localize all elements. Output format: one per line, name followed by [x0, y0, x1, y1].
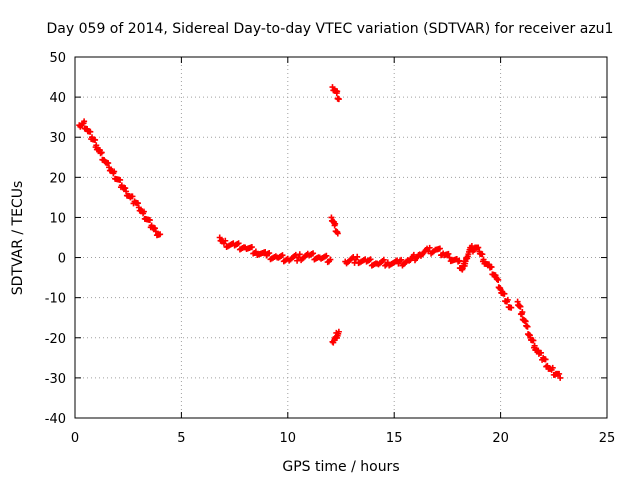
- y-tick-label: -10: [45, 292, 66, 307]
- data-point: [501, 290, 508, 297]
- data-point: [475, 244, 482, 251]
- data-point: [123, 188, 130, 195]
- data-point: [504, 296, 511, 303]
- data-point: [146, 217, 153, 224]
- data-point: [92, 136, 99, 143]
- data-point: [335, 95, 342, 102]
- x-tick-label: 25: [599, 431, 616, 446]
- data-point: [140, 208, 147, 215]
- data-point: [497, 285, 504, 292]
- data-point: [519, 309, 526, 316]
- x-tick-label: 10: [280, 431, 297, 446]
- data-point: [446, 254, 453, 261]
- data-point: [156, 231, 163, 238]
- grid: [75, 57, 607, 418]
- ticks: 0 5 10 15 20 25 50 40 30 20 10 0 -10 -20 -30 -40: [45, 51, 616, 446]
- data-point: [81, 118, 88, 125]
- y-tick-label: -20: [45, 332, 66, 347]
- data-point: [479, 251, 486, 258]
- y-tick-label: 40: [49, 91, 66, 106]
- data-point: [135, 204, 142, 211]
- data-point: [507, 304, 514, 311]
- data-point: [517, 303, 524, 310]
- y-tick-label: 30: [49, 131, 66, 146]
- data-point: [522, 318, 529, 325]
- data-point: [445, 250, 452, 257]
- x-tick-label: 15: [386, 431, 403, 446]
- data-point: [526, 332, 533, 339]
- data-point: [334, 88, 341, 95]
- data-point: [334, 229, 341, 236]
- data-point: [524, 323, 531, 330]
- data-point: [279, 252, 286, 259]
- data-point: [87, 128, 94, 135]
- data-point: [367, 256, 374, 263]
- data-point: [380, 256, 387, 263]
- data-point: [468, 243, 475, 250]
- data-point: [492, 272, 499, 279]
- data-point: [216, 234, 223, 241]
- series-track-2: [216, 234, 334, 266]
- data-point: [557, 374, 564, 381]
- data-point: [530, 337, 537, 344]
- data-point: [323, 252, 330, 259]
- y-tick-label: -30: [45, 372, 66, 387]
- data-point: [538, 349, 545, 356]
- data-point: [98, 149, 105, 156]
- data-point: [354, 253, 361, 260]
- data-point: [426, 244, 433, 251]
- data-point: [556, 370, 563, 377]
- x-tick-label: 0: [71, 431, 79, 446]
- y-tick-label: 20: [49, 171, 66, 186]
- data-point: [129, 193, 136, 200]
- y-tick-label: 0: [58, 252, 66, 267]
- x-tick-label: 5: [177, 431, 185, 446]
- data-point: [398, 256, 405, 263]
- y-tick-label: 50: [49, 51, 66, 66]
- y-axis-label: SDTVAR / TECUs: [10, 181, 26, 296]
- data-point: [248, 244, 255, 251]
- x-axis-label: GPS time / hours: [282, 459, 399, 475]
- series-track-6: [342, 243, 515, 311]
- plot-frame: [74, 56, 608, 419]
- series-track-3: [329, 84, 342, 103]
- data-point: [488, 264, 495, 271]
- data-point: [326, 258, 333, 265]
- x-tick-label: 20: [492, 431, 509, 446]
- data-point: [436, 245, 443, 252]
- data-point: [310, 250, 317, 257]
- series-track-4: [328, 214, 341, 237]
- series-track-7: [514, 298, 564, 381]
- data-point: [495, 276, 502, 283]
- data-layer: [76, 84, 564, 381]
- data-point: [152, 228, 159, 235]
- data-point: [111, 168, 118, 175]
- data-point: [335, 330, 342, 337]
- chart-title: Day 059 of 2014, Sidereal Day-to-day VTE…: [47, 21, 614, 37]
- data-point: [106, 164, 113, 171]
- data-point: [122, 185, 129, 192]
- series-track-1: [76, 118, 164, 239]
- data-point: [296, 251, 303, 258]
- y-tick-label: -40: [45, 412, 66, 427]
- data-point: [117, 176, 124, 183]
- data-point: [105, 160, 112, 167]
- data-point: [152, 225, 159, 232]
- data-point: [235, 240, 242, 247]
- y-tick-label: 10: [49, 211, 66, 226]
- data-point: [329, 84, 336, 91]
- data-point: [542, 356, 549, 363]
- data-point: [549, 364, 556, 371]
- data-point: [266, 250, 273, 257]
- data-point: [332, 220, 339, 227]
- data-point: [134, 200, 141, 207]
- data-point: [222, 237, 229, 244]
- series-track-5: [329, 328, 342, 346]
